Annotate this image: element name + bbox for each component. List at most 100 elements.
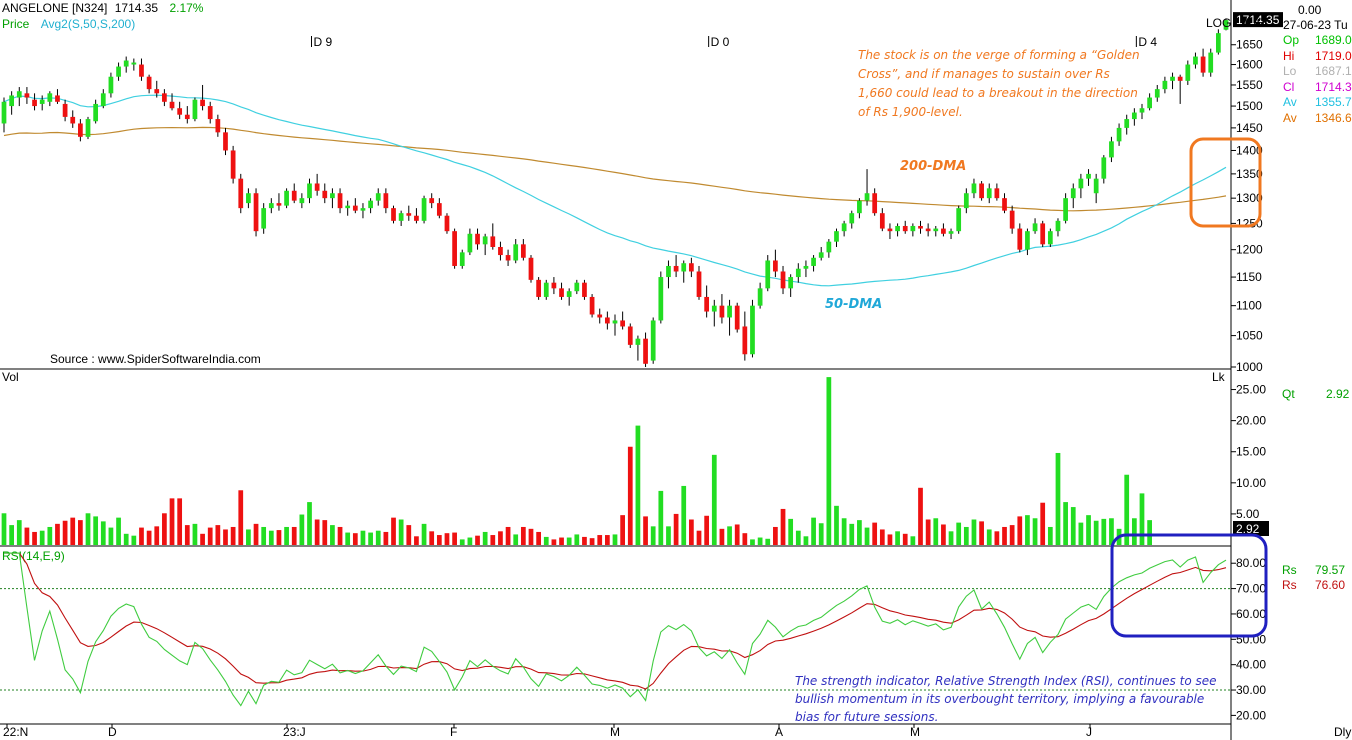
candle <box>322 183 328 204</box>
candle-body <box>811 257 816 266</box>
candle-body <box>1223 20 1229 30</box>
candle <box>826 239 832 258</box>
candle-body <box>902 225 908 232</box>
volume-bar <box>1 513 7 545</box>
candle-body <box>314 183 320 191</box>
rsi-line <box>4 552 1227 707</box>
volume-bar <box>1070 507 1076 545</box>
volume-bar <box>765 538 771 545</box>
candle <box>177 101 183 120</box>
candle-body <box>742 326 748 355</box>
volume-tick-label: 25.00 <box>1236 383 1266 397</box>
volume-bar <box>933 518 939 545</box>
volume-bar <box>1055 452 1061 545</box>
log-toggle[interactable]: LOG <box>1206 16 1232 30</box>
candle <box>604 311 610 330</box>
candle-body <box>459 252 465 266</box>
candle <box>16 87 22 107</box>
candle <box>169 93 175 111</box>
volume-bar <box>788 518 794 545</box>
candle-body <box>773 260 778 272</box>
candle <box>1177 74 1183 104</box>
candle <box>841 220 847 237</box>
candle-body <box>78 123 83 137</box>
volume-bar <box>345 532 351 545</box>
volume-bar <box>551 539 557 545</box>
candle-body <box>62 103 68 117</box>
candle-body <box>1124 119 1130 128</box>
candle <box>368 198 373 214</box>
candle <box>452 228 457 269</box>
candle <box>566 288 572 306</box>
candle-body <box>482 236 488 245</box>
volume-bar <box>459 539 465 545</box>
candle <box>1223 18 1229 31</box>
candle-body <box>24 93 30 98</box>
candle <box>62 99 68 122</box>
volume-bar <box>1147 520 1152 545</box>
candle <box>108 72 114 98</box>
candle <box>337 188 343 214</box>
volume-bar <box>261 526 267 545</box>
candle <box>1009 205 1015 234</box>
candle-body <box>215 119 221 133</box>
volume-bar <box>498 531 503 545</box>
rsi-signal-line <box>4 552 1227 690</box>
candle <box>902 220 908 234</box>
candle-body <box>643 338 648 364</box>
candle-body <box>261 208 267 229</box>
volume-bar <box>612 534 618 545</box>
volume-bar <box>818 523 824 545</box>
candle-body <box>253 193 259 232</box>
candle-body <box>719 305 725 318</box>
candle-body <box>108 76 114 94</box>
candle-body <box>177 108 183 115</box>
indicator-header: Price Avg2(S,50,S,200) <box>2 17 135 31</box>
ohlc-row: Av 1346.69 <box>1283 111 1352 125</box>
candle-body <box>757 288 763 306</box>
volume-bar <box>834 505 839 545</box>
ohlc-value: 1689.00 <box>1315 33 1352 47</box>
candle-body <box>383 193 389 209</box>
rsi-legend-value: 76.60 <box>1315 578 1345 592</box>
candle-body <box>207 106 213 120</box>
candle-body <box>1002 198 1007 211</box>
volume-bar <box>78 520 83 545</box>
qt-label: Qt <box>1282 387 1295 401</box>
candle-body <box>795 268 801 278</box>
candle-body <box>375 193 381 201</box>
candle <box>482 233 488 256</box>
candle <box>383 188 389 214</box>
volume-bar <box>207 527 213 545</box>
volume-bar <box>1063 502 1068 545</box>
candle <box>268 198 274 214</box>
candle <box>1017 223 1023 253</box>
candle <box>711 299 717 327</box>
candle <box>933 225 939 237</box>
candle-body <box>1139 108 1145 113</box>
candle-body <box>994 188 1000 199</box>
volume-bar <box>910 536 916 545</box>
candle-body <box>963 193 969 209</box>
candle-body <box>1032 223 1038 232</box>
candle <box>742 311 748 361</box>
symbol-label: ANGELONE [N324] <box>2 1 108 15</box>
candle-body <box>276 203 282 206</box>
volume-bar <box>9 525 15 545</box>
rsi-highlight-box <box>1110 533 1268 638</box>
candle-body <box>673 265 679 272</box>
volume-bar <box>689 519 694 545</box>
x-axis-label: M <box>910 725 920 739</box>
volume-bar <box>154 526 160 545</box>
candle <box>551 277 557 295</box>
volume-bar <box>1101 518 1107 545</box>
volume-bar <box>734 524 740 545</box>
candle <box>154 80 160 98</box>
iris-label: IRIS <box>1241 16 1265 30</box>
candle <box>1208 48 1214 77</box>
candle-body <box>780 271 786 289</box>
candle <box>811 255 816 272</box>
candle-body <box>1086 173 1091 179</box>
last-price-box <box>1233 12 1283 28</box>
